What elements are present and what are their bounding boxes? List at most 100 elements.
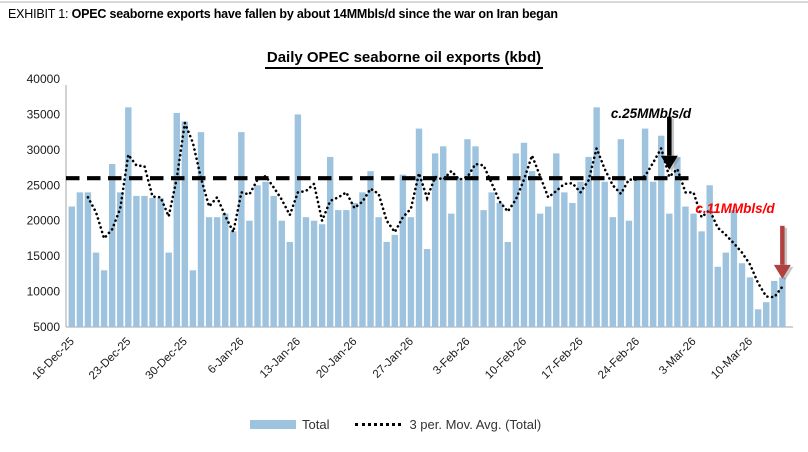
peak-level-annotation-text: c.25MMbls/d	[611, 106, 692, 121]
bar	[464, 139, 471, 327]
bar	[561, 192, 568, 327]
bar	[125, 107, 132, 327]
y-axis-label: 35000	[27, 107, 61, 121]
bar	[76, 192, 84, 327]
bar	[649, 181, 657, 327]
bar	[440, 146, 447, 327]
bar	[254, 185, 261, 327]
bar	[682, 206, 689, 327]
bar	[746, 277, 754, 327]
bar	[238, 132, 245, 327]
bar	[698, 231, 705, 327]
bar	[359, 192, 366, 327]
y-axis-label: 30000	[27, 143, 61, 157]
bar	[577, 181, 584, 327]
bar	[318, 224, 326, 327]
bar	[213, 217, 221, 327]
y-axis-label: 5000	[33, 320, 60, 334]
x-axis-label: 13-Jan-26	[258, 336, 303, 381]
bar	[375, 217, 382, 327]
bar	[278, 220, 285, 327]
bar	[641, 128, 649, 327]
bar	[407, 217, 415, 327]
bar	[302, 217, 310, 327]
bar	[68, 206, 75, 327]
bar	[536, 213, 544, 327]
bar	[92, 252, 100, 327]
current-level-arrowhead	[773, 264, 791, 279]
bar	[310, 220, 318, 327]
x-axis-label: 6-Jan-26	[206, 336, 247, 377]
x-axis-label: 30-Dec-25	[144, 336, 190, 382]
bar	[690, 213, 697, 327]
bar	[262, 181, 269, 327]
bar	[133, 195, 140, 327]
bar	[480, 210, 487, 327]
x-axis-label: 27-Jan-26	[371, 336, 416, 381]
bar	[205, 217, 213, 327]
y-axis-label: 40000	[27, 72, 61, 86]
bar	[666, 213, 673, 327]
bar	[423, 249, 431, 327]
x-axis-label: 24-Feb-26	[596, 336, 642, 382]
y-axis-label: 15000	[27, 249, 61, 263]
x-axis-label: 16-Dec-25	[30, 336, 76, 382]
bar	[294, 114, 302, 328]
bar	[633, 178, 641, 327]
top-divider	[0, 1, 808, 3]
bar	[230, 231, 237, 327]
bar	[625, 220, 633, 327]
x-axis-label: 10-Feb-26	[483, 336, 529, 382]
bar	[246, 220, 253, 327]
bar	[456, 178, 463, 327]
bar	[286, 241, 294, 327]
bar	[181, 121, 189, 327]
legend-moving-avg-label: 3 per. Mov. Avg. (Total)	[409, 416, 542, 432]
bar	[609, 217, 616, 327]
exhibit-headline: OPEC seaborne exports have fallen by abo…	[68, 7, 558, 21]
bar	[674, 156, 681, 327]
bar	[189, 270, 197, 327]
bar	[488, 192, 495, 327]
bar	[771, 280, 778, 327]
bar	[553, 153, 560, 327]
bar	[326, 156, 334, 327]
bar	[528, 171, 536, 327]
chart-title: Daily OPEC seaborne oil exports (kbd)	[264, 49, 544, 69]
bar	[738, 263, 746, 327]
bar	[601, 181, 608, 327]
bar	[173, 113, 180, 327]
bar	[448, 213, 455, 327]
bar	[351, 203, 358, 327]
bar	[714, 266, 721, 327]
bar	[779, 277, 786, 327]
bar	[658, 135, 665, 327]
bar	[706, 185, 713, 327]
legend-total-label: Total	[302, 416, 330, 432]
bar	[730, 210, 738, 327]
bar	[431, 153, 439, 327]
bar	[399, 174, 407, 327]
bar	[754, 309, 762, 327]
y-axis-label: 10000	[27, 285, 61, 299]
chart-title-wrap: Daily OPEC seaborne oil exports (kbd)	[0, 49, 808, 69]
legend-moving-avg-swatch	[355, 422, 402, 426]
x-axis-label: 20-Jan-26	[314, 336, 359, 381]
bar	[197, 132, 205, 327]
exhibit-label: EXHIBIT 1:	[8, 7, 69, 21]
bar	[270, 195, 277, 327]
x-axis-label: 17-Feb-26	[540, 336, 586, 382]
bar	[512, 153, 520, 327]
bar	[593, 107, 600, 327]
bar	[165, 252, 172, 327]
bar	[108, 164, 116, 327]
bar	[763, 302, 770, 327]
bar	[391, 234, 398, 327]
bar	[343, 210, 350, 327]
bar	[504, 241, 512, 327]
bar	[545, 206, 552, 327]
exhibit-header: EXHIBIT 1: OPEC seaborne exports have fa…	[8, 7, 808, 21]
peak-level-arrowhead	[660, 155, 678, 170]
bar	[222, 213, 229, 327]
